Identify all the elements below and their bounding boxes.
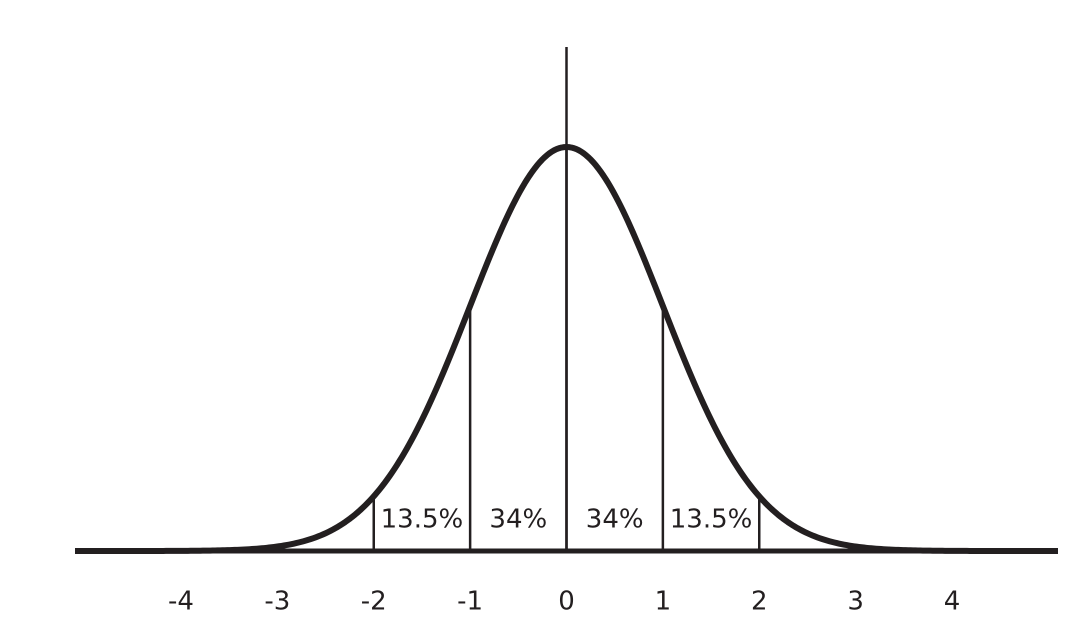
x-tick-label: 0 [558, 587, 575, 617]
x-tick-label: 1 [655, 587, 672, 617]
x-tick-label: -2 [361, 587, 387, 617]
x-tick-label: -4 [168, 587, 194, 617]
x-tick-label: 4 [944, 587, 961, 617]
region-label: 13.5% [670, 505, 753, 535]
region-label: 34% [489, 505, 547, 535]
x-tick-label: -1 [457, 587, 483, 617]
x-tick-label: 2 [751, 587, 768, 617]
x-tick-label: -3 [264, 587, 290, 617]
region-label: 34% [586, 505, 644, 535]
x-tick-label: 3 [847, 587, 864, 617]
region-label: 13.5% [381, 505, 464, 535]
